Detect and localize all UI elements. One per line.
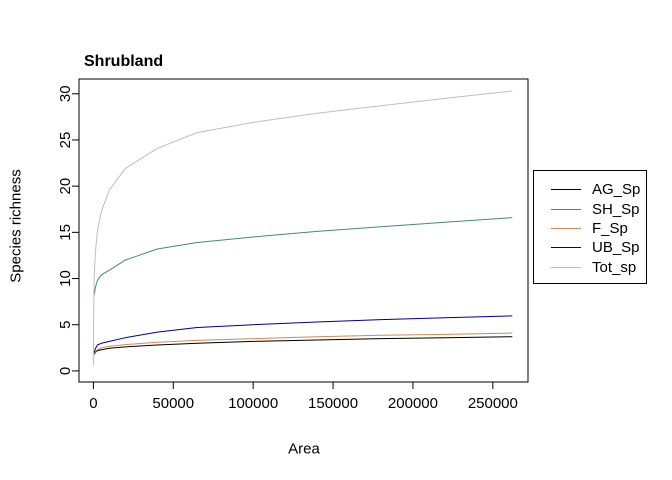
legend-line-sample <box>551 266 581 268</box>
series-line-F_Sp <box>93 332 513 354</box>
legend-line-sample <box>551 189 581 191</box>
legend-item-F_Sp: F_Sp <box>534 219 646 238</box>
legend-label: UB_Sp <box>592 239 640 257</box>
legend-line-sample <box>551 227 581 229</box>
x-tick-label: 250000 <box>468 395 518 412</box>
plot-frame <box>78 78 529 383</box>
y-tick-label: 30 <box>57 85 74 102</box>
x-tick-label: 50000 <box>152 395 194 412</box>
y-tick-label: 20 <box>57 178 74 195</box>
legend-label: F_Sp <box>592 219 628 237</box>
series-line-AG_Sp <box>93 336 513 355</box>
x-tick-label: 150000 <box>308 395 358 412</box>
x-axis-label: Area <box>288 440 320 458</box>
legend-label: Tot_sp <box>592 258 637 276</box>
legend-label: SH_Sp <box>592 200 640 218</box>
x-tick-label: 0 <box>89 395 97 412</box>
y-tick-label: 0 <box>57 367 74 375</box>
y-tick-label: 15 <box>57 224 74 241</box>
series-line-UB_Sp <box>93 315 513 353</box>
legend: AG_Sp SH_Sp F_Sp UB_Sp Tot_sp <box>533 170 647 284</box>
legend-item-Tot_sp: Tot_sp <box>534 258 646 277</box>
y-tick-label: 5 <box>57 321 74 329</box>
legend-label: AG_Sp <box>592 181 641 199</box>
x-tick-label: 200000 <box>388 395 438 412</box>
y-tick-label: 25 <box>57 132 74 149</box>
plot-title: Shrubland <box>84 53 164 70</box>
x-tick-label: 100000 <box>228 395 278 412</box>
y-tick-label: 10 <box>57 270 74 287</box>
legend-item-UB_Sp: UB_Sp <box>534 238 646 257</box>
series-line-Tot_sp <box>92 90 513 366</box>
series-line-SH_Sp <box>93 217 513 296</box>
legend-item-AG_Sp: AG_Sp <box>534 180 646 199</box>
legend-item-SH_Sp: SH_Sp <box>534 199 646 218</box>
legend-line-sample <box>551 247 581 249</box>
legend-line-sample <box>551 208 581 210</box>
